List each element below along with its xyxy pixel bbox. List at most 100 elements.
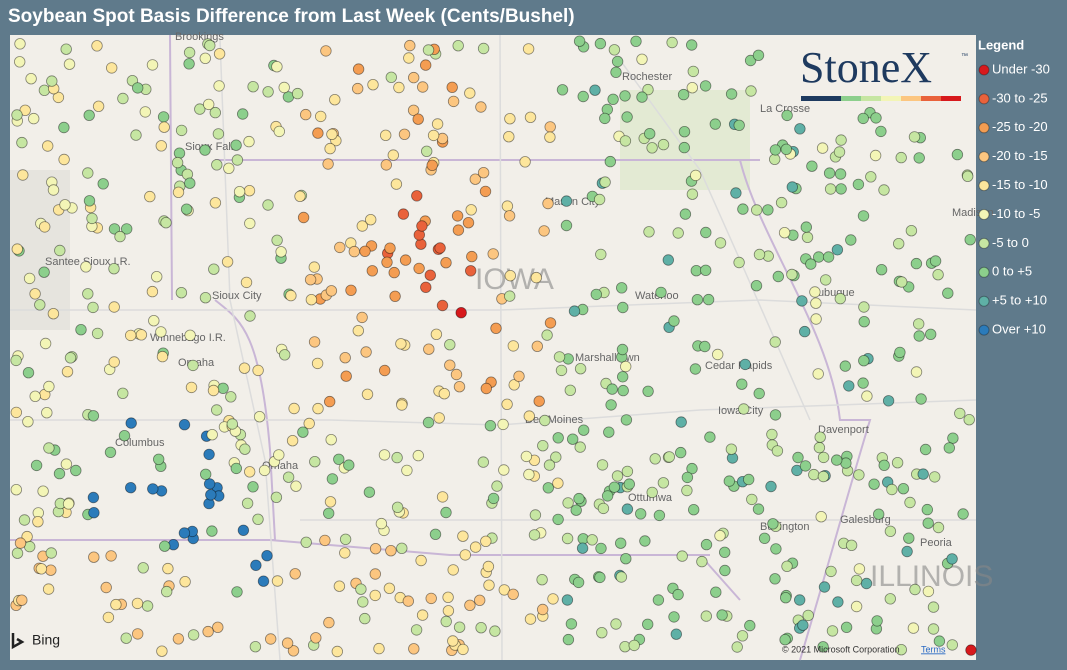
station-dot: [29, 390, 41, 403]
station-dot: [155, 140, 168, 152]
station-dot: [384, 242, 396, 254]
station-dot: [249, 641, 262, 653]
legend-label: -10 to -5: [992, 206, 1040, 221]
station-dot: [243, 184, 256, 197]
station-dot: [323, 507, 335, 520]
station-dot: [917, 468, 929, 480]
station-dot: [913, 318, 925, 330]
station-dot: [663, 451, 676, 463]
station-dot: [666, 36, 678, 49]
station-dot: [594, 37, 607, 50]
station-dot: [212, 621, 224, 634]
station-dot: [672, 588, 684, 601]
station-dot: [620, 414, 633, 426]
station-dot: [753, 248, 766, 261]
place-label: Sioux Falls: [185, 141, 239, 153]
station-dot: [507, 588, 519, 601]
station-dot: [130, 129, 142, 141]
station-dot: [791, 464, 803, 477]
station-dot: [11, 243, 23, 255]
station-dot: [42, 140, 54, 152]
station-dot: [619, 90, 631, 102]
station-dot: [480, 535, 492, 548]
station-dot: [308, 336, 321, 348]
station-dot: [565, 618, 578, 630]
station-dot: [769, 409, 782, 421]
station-dot: [737, 203, 749, 215]
station-dot: [205, 489, 217, 501]
station-dot: [831, 454, 843, 466]
station-dot: [964, 233, 976, 246]
station-dot: [381, 256, 393, 269]
station-dot: [504, 290, 516, 302]
station-dot: [524, 613, 537, 625]
station-dot: [23, 272, 36, 285]
station-dot: [886, 483, 898, 496]
station-dot: [700, 264, 712, 277]
station-dot: [489, 625, 501, 637]
station-dot: [412, 449, 425, 462]
station-dot: [16, 136, 28, 149]
legend-title: Legend: [978, 37, 1024, 52]
station-dot: [946, 639, 959, 651]
legend-label: Under -30: [992, 61, 1050, 76]
station-dot: [604, 155, 617, 168]
station-dot: [146, 285, 159, 298]
station-dot: [538, 225, 550, 237]
station-dot: [738, 403, 750, 415]
station-dot: [83, 109, 95, 122]
station-dot: [744, 619, 756, 632]
station-dot: [688, 504, 700, 516]
place-label: Des Moines: [525, 414, 584, 426]
legend-label: -30 to -25: [992, 90, 1048, 105]
station-dot: [60, 458, 73, 470]
station-dot: [932, 521, 945, 534]
station-dot: [10, 354, 22, 367]
station-dot: [817, 451, 830, 464]
station-dot: [281, 637, 294, 649]
station-dot: [850, 574, 863, 587]
station-dot: [589, 84, 601, 96]
station-dot: [333, 453, 345, 466]
station-dot: [380, 159, 393, 171]
station-dot: [125, 417, 137, 429]
station-dot: [137, 562, 149, 574]
station-dot: [771, 445, 784, 457]
station-dot: [286, 435, 299, 447]
station-dot: [243, 466, 256, 478]
station-dot: [412, 113, 424, 125]
station-dot: [686, 39, 698, 51]
station-dot: [141, 600, 154, 612]
terms-link[interactable]: Terms: [921, 644, 946, 654]
station-dot: [498, 464, 510, 476]
station-dot: [91, 327, 104, 340]
place-label: Peoria: [920, 537, 953, 549]
station-dot: [677, 88, 690, 101]
station-dot: [207, 384, 220, 397]
station-dot: [297, 211, 310, 224]
station-dot: [438, 388, 451, 400]
station-dot: [387, 149, 400, 161]
station-dot: [203, 478, 216, 490]
station-dot: [897, 483, 910, 495]
place-label: Ottumwa: [628, 492, 673, 504]
station-dot: [616, 343, 629, 356]
station-dot: [861, 390, 873, 402]
station-dot: [453, 621, 466, 633]
station-dot: [80, 261, 92, 273]
station-dot: [519, 156, 531, 168]
station-dot: [326, 473, 339, 485]
station-dot: [857, 210, 870, 222]
station-dot: [908, 131, 921, 143]
station-dot: [943, 442, 956, 454]
station-dot: [480, 382, 493, 395]
station-dot: [183, 46, 196, 59]
station-dot: [550, 451, 562, 463]
station-dot: [352, 82, 364, 95]
station-dot: [820, 274, 832, 286]
station-dot: [261, 550, 273, 562]
station-dot: [533, 395, 545, 407]
station-dot: [873, 508, 885, 520]
station-dot: [965, 644, 977, 656]
station-dot: [257, 575, 270, 587]
